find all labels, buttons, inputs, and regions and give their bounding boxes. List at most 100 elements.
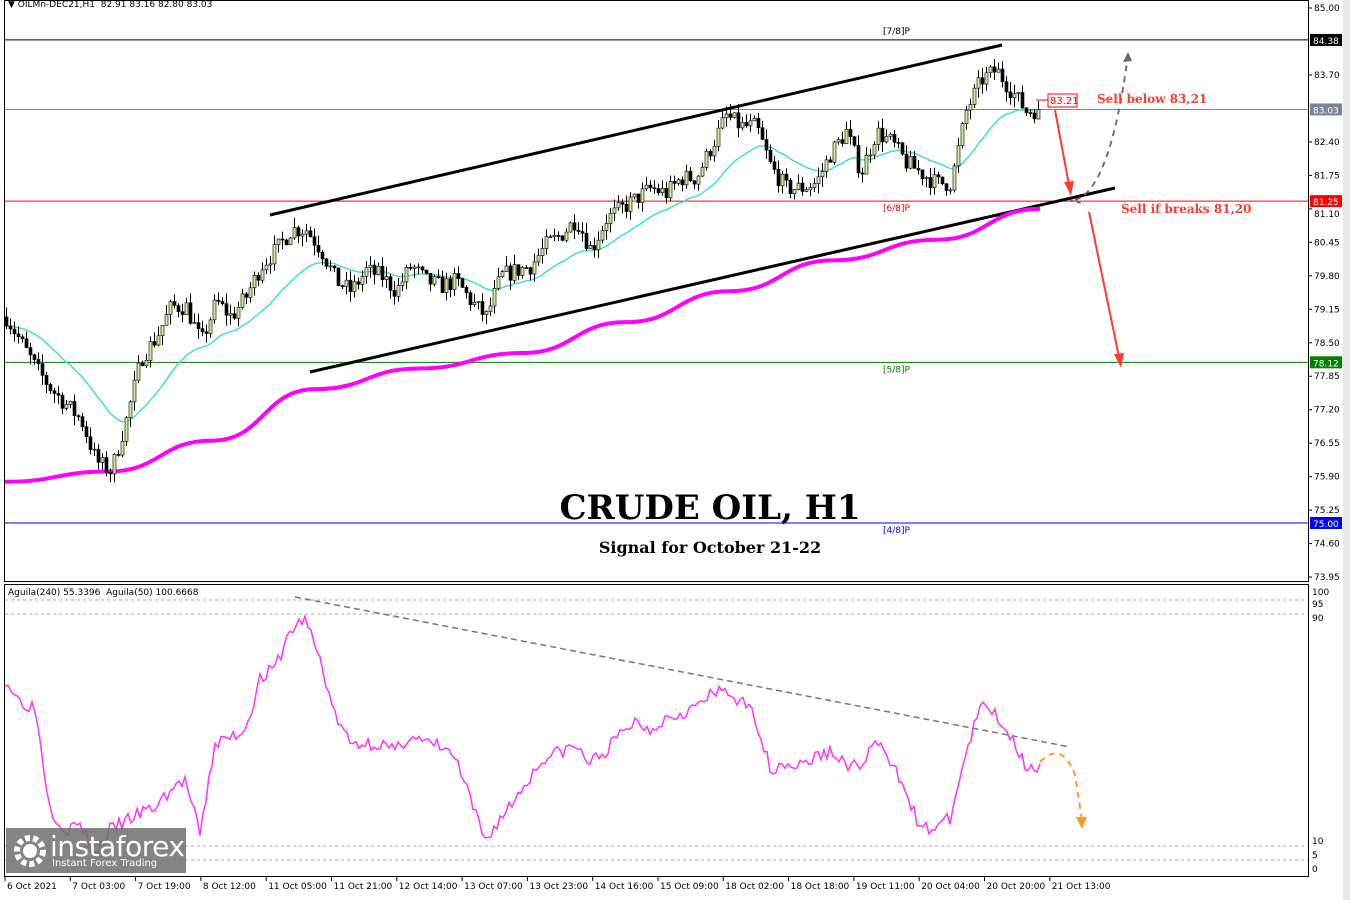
candle xyxy=(612,199,617,222)
candle xyxy=(272,235,277,271)
candle xyxy=(348,271,353,302)
candle xyxy=(956,137,961,173)
candle xyxy=(376,262,381,276)
candle xyxy=(796,174,801,191)
candle xyxy=(200,320,205,337)
candle xyxy=(476,300,481,310)
channel-upper-line xyxy=(269,43,1003,217)
candle xyxy=(320,250,325,266)
candle xyxy=(432,274,437,287)
candle xyxy=(640,182,645,212)
candle xyxy=(32,353,37,365)
indicator-tick-label: 100 xyxy=(1312,588,1329,598)
candle xyxy=(928,167,933,196)
candle xyxy=(24,331,29,349)
candle xyxy=(820,162,825,187)
candle xyxy=(268,255,273,274)
candle xyxy=(592,237,597,258)
candle xyxy=(104,451,109,477)
candle xyxy=(128,400,133,428)
y-tick-label: 82.40 xyxy=(1314,138,1340,148)
candle xyxy=(696,175,701,191)
candle xyxy=(464,285,469,299)
x-tick-label: 6 Oct 2021 xyxy=(7,882,57,892)
candle xyxy=(784,168,789,187)
candle xyxy=(932,167,937,195)
x-tick-label: 11 Oct 05:00 xyxy=(268,882,327,892)
candle xyxy=(412,264,417,278)
x-tick-label: 19 Oct 11:00 xyxy=(856,882,915,892)
candle xyxy=(996,62,1001,73)
candle xyxy=(532,253,537,282)
x-tick-label: 13 Oct 07:00 xyxy=(464,882,523,892)
candle xyxy=(1032,108,1037,124)
candle xyxy=(732,112,737,119)
x-tick-label: 7 Oct 03:00 xyxy=(72,882,125,892)
candle xyxy=(468,290,473,312)
candle xyxy=(404,264,409,290)
arrow-head-icon xyxy=(1123,52,1132,62)
y-tick-label: 81.10 xyxy=(1314,210,1340,220)
y-tick-label: 79.15 xyxy=(1314,305,1340,315)
candle xyxy=(788,177,793,199)
candle xyxy=(692,180,697,190)
candle xyxy=(36,352,41,371)
candle xyxy=(368,256,373,278)
candle xyxy=(52,387,57,404)
y-tick-label: 81.75 xyxy=(1314,171,1340,181)
candle xyxy=(700,162,705,178)
price-level-badge xyxy=(1310,356,1342,369)
chart-header: ▼ OILMn-DEC21,H1 82.91 83.16 82.80 83.03 xyxy=(8,0,212,10)
candle xyxy=(856,135,861,178)
candle xyxy=(28,342,33,365)
candle xyxy=(436,269,441,279)
candle xyxy=(540,238,545,264)
candle xyxy=(176,303,181,318)
candle xyxy=(652,180,657,194)
candle xyxy=(524,265,529,269)
candle xyxy=(140,360,145,367)
price-pane-frame xyxy=(4,0,1309,582)
candle xyxy=(668,175,673,202)
candle xyxy=(544,229,549,255)
candle xyxy=(1024,107,1029,116)
x-tick-label: 15 Oct 09:00 xyxy=(660,882,719,892)
candle xyxy=(836,137,841,145)
candle xyxy=(984,66,989,91)
candle xyxy=(228,304,233,325)
candle xyxy=(252,271,257,296)
candle xyxy=(60,392,65,415)
candle xyxy=(516,264,521,281)
candle xyxy=(356,277,361,290)
candle xyxy=(424,269,429,275)
candle xyxy=(64,400,69,411)
candle xyxy=(560,235,565,242)
candle xyxy=(284,238,289,246)
candle xyxy=(724,106,729,127)
price-level-badge xyxy=(1310,517,1342,529)
candle xyxy=(900,141,905,156)
candle xyxy=(1036,101,1041,120)
candle xyxy=(908,150,913,170)
candle xyxy=(940,176,945,185)
candle xyxy=(260,262,265,284)
candle xyxy=(1004,76,1009,102)
collapse-triangle-icon[interactable]: ▼ xyxy=(8,0,15,10)
candle xyxy=(720,110,725,130)
arrow-head-icon xyxy=(1076,817,1087,829)
candle xyxy=(132,370,137,411)
candle xyxy=(116,450,121,457)
candle xyxy=(1028,109,1033,117)
candle xyxy=(328,260,333,272)
candle xyxy=(572,214,577,240)
candle xyxy=(952,163,957,193)
candle xyxy=(408,263,413,271)
candle xyxy=(456,266,461,287)
y-tick-label: 77.85 xyxy=(1314,372,1340,382)
candle xyxy=(1008,82,1013,105)
candle xyxy=(924,176,929,188)
candle xyxy=(156,326,161,347)
candle xyxy=(880,118,885,153)
candle xyxy=(528,266,533,281)
